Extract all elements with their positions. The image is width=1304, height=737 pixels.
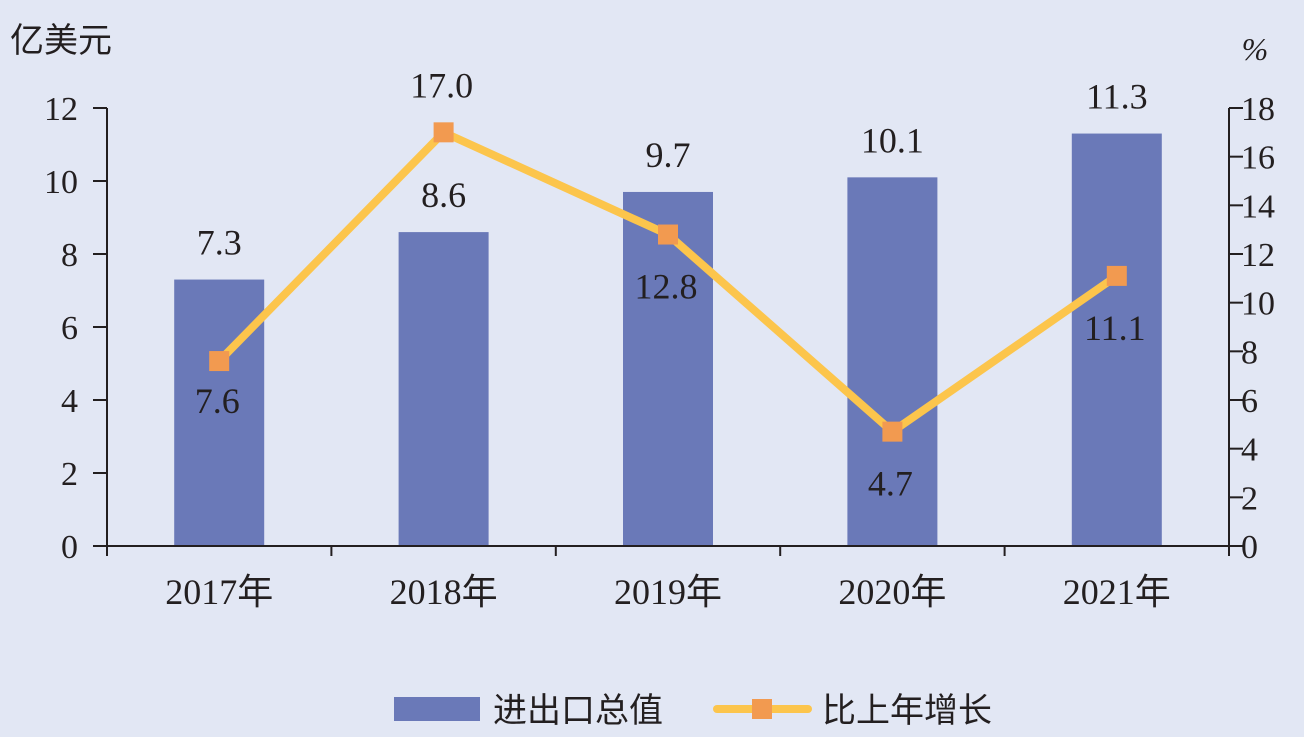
- right-tick-label: 16: [1241, 140, 1275, 177]
- growth-marker: [209, 351, 230, 372]
- growth-value-label: 4.7: [868, 464, 913, 504]
- legend-bar-swatch: [394, 697, 480, 721]
- right-tick-label: 0: [1241, 529, 1258, 566]
- right-tick-label: 14: [1241, 188, 1275, 225]
- bar: [847, 177, 938, 546]
- right-tick-label: 12: [1241, 237, 1275, 274]
- right-axis-unit: %: [1242, 31, 1269, 67]
- growth-marker: [882, 421, 903, 442]
- bar-value-label: 11.3: [1086, 77, 1148, 117]
- right-tick-label: 2: [1241, 480, 1258, 517]
- growth-marker: [658, 224, 678, 245]
- left-tick-label: 6: [61, 310, 78, 347]
- left-tick-label: 2: [61, 456, 78, 493]
- growth-value-label: 7.6: [195, 381, 240, 421]
- left-axis-unit: 亿美元: [10, 22, 112, 60]
- bar: [623, 191, 713, 546]
- growth-value-label: 12.8: [635, 267, 698, 307]
- x-tick-label: 2017年: [165, 572, 273, 612]
- legend-bar-label: 进出口总值: [493, 692, 663, 730]
- right-tick-label: 4: [1241, 432, 1258, 469]
- x-tick-label: 2019年: [614, 572, 722, 612]
- bar-value-label: 10.1: [861, 120, 924, 160]
- left-tick-label: 12: [44, 91, 78, 128]
- bar-value-label: 9.7: [646, 135, 691, 175]
- growth-marker: [1106, 265, 1127, 286]
- growth-value-label: 17.0: [410, 65, 473, 105]
- right-tick-label: 8: [1241, 334, 1258, 371]
- bar: [174, 279, 265, 546]
- right-tick-label: 6: [1241, 383, 1258, 420]
- bar: [1071, 133, 1162, 547]
- growth-value-label: 11.1: [1084, 308, 1146, 348]
- left-tick-label: 8: [61, 237, 78, 274]
- x-tick-label: 2018年: [390, 572, 498, 612]
- legend-line-label: 比上年增长: [822, 692, 992, 730]
- bar-value-label: 7.3: [197, 223, 242, 263]
- growth-marker: [433, 122, 454, 143]
- left-tick-label: 4: [61, 383, 78, 420]
- left-tick-label: 10: [44, 164, 78, 201]
- bar: [398, 232, 489, 546]
- right-tick-label: 18: [1241, 91, 1275, 128]
- bar-value-label: 8.6: [421, 175, 466, 215]
- right-tick-label: 10: [1241, 286, 1275, 323]
- left-tick-label: 0: [61, 529, 78, 566]
- x-tick-label: 2020年: [838, 572, 946, 612]
- legend-line-marker: [752, 699, 772, 719]
- x-tick-label: 2021年: [1063, 572, 1171, 612]
